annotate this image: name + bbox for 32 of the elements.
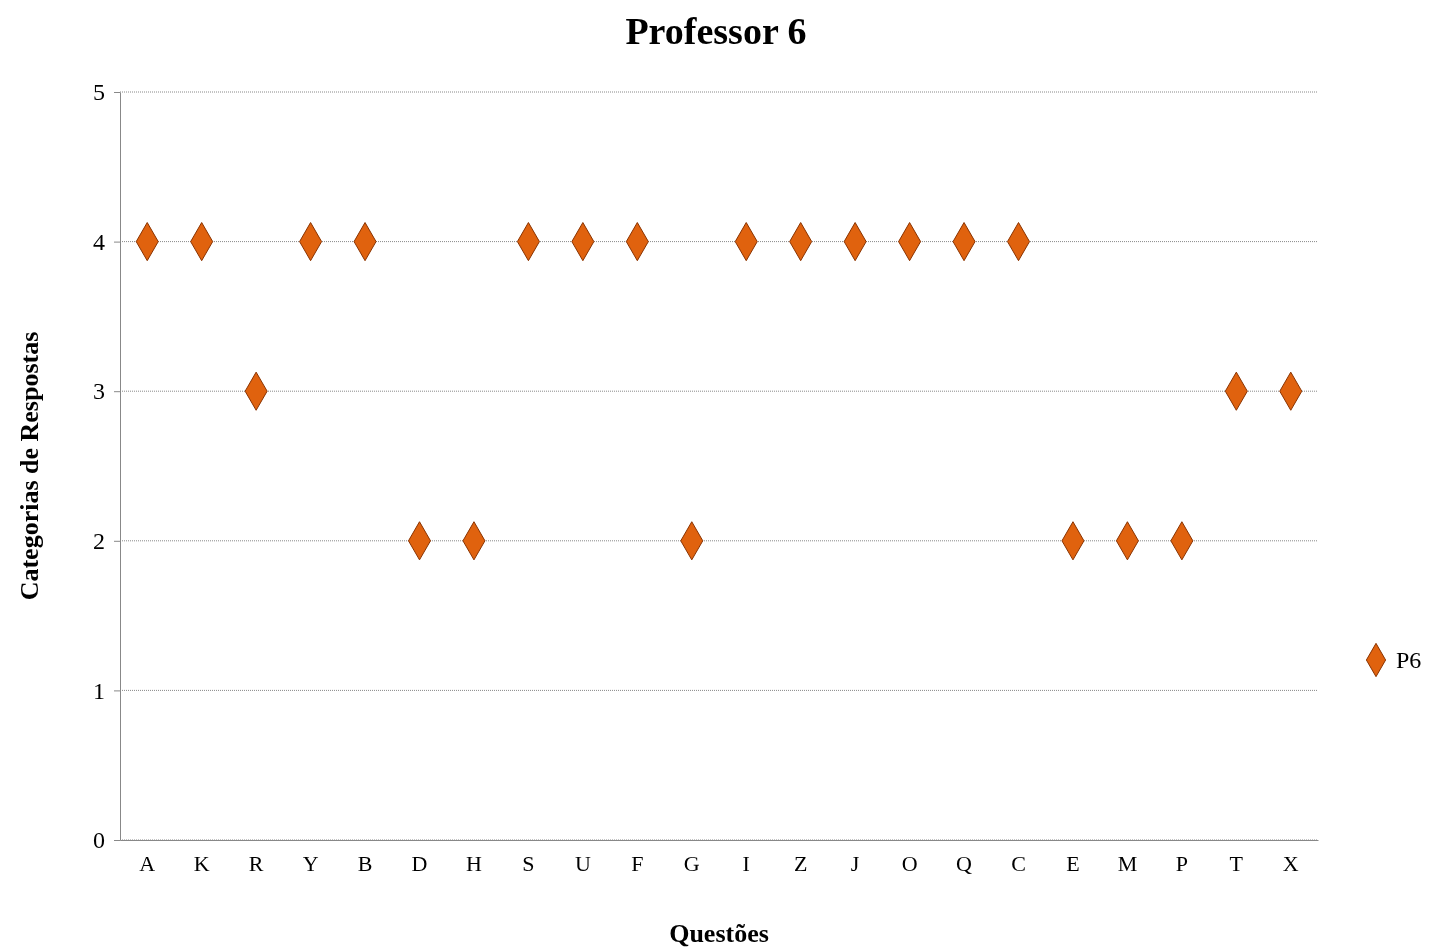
y-tick-label: 2 [93, 527, 105, 554]
x-tick-label: G [683, 851, 700, 876]
x-axis-title: Questões [669, 919, 769, 948]
x-tick-label: P [1175, 851, 1188, 876]
y-tick-label: 0 [93, 827, 105, 854]
x-tick-label: M [1117, 851, 1138, 876]
x-tick-label: K [193, 851, 210, 876]
x-tick-label: Y [302, 851, 319, 876]
x-tick-label: O [901, 851, 918, 876]
chart-title: Professor 6 [625, 10, 807, 52]
x-tick-label: Q [956, 851, 973, 876]
x-tick-label: X [1282, 851, 1299, 876]
x-tick-label: A [139, 851, 156, 876]
y-tick-label: 3 [93, 378, 105, 405]
x-tick-label: R [248, 851, 264, 876]
x-tick-label: S [522, 851, 535, 876]
y-axis-title: Categorias de Respostas [15, 331, 44, 601]
x-tick-label: D [411, 851, 428, 876]
x-tick-label: B [357, 851, 373, 876]
x-tick-label: T [1229, 851, 1244, 876]
x-tick-label: E [1066, 851, 1080, 876]
x-tick-label: J [850, 851, 860, 876]
x-tick-label: U [574, 851, 591, 876]
y-tick-label: 5 [93, 79, 105, 106]
x-tick-label: F [631, 851, 644, 876]
x-tick-label: Z [793, 851, 808, 876]
y-tick-label: 1 [93, 677, 105, 704]
x-tick-label: I [742, 851, 750, 876]
x-tick-label: C [1011, 851, 1026, 876]
x-tick-label: H [466, 851, 483, 876]
legend-label: P6 [1396, 647, 1422, 673]
y-tick-label: 4 [93, 228, 105, 255]
